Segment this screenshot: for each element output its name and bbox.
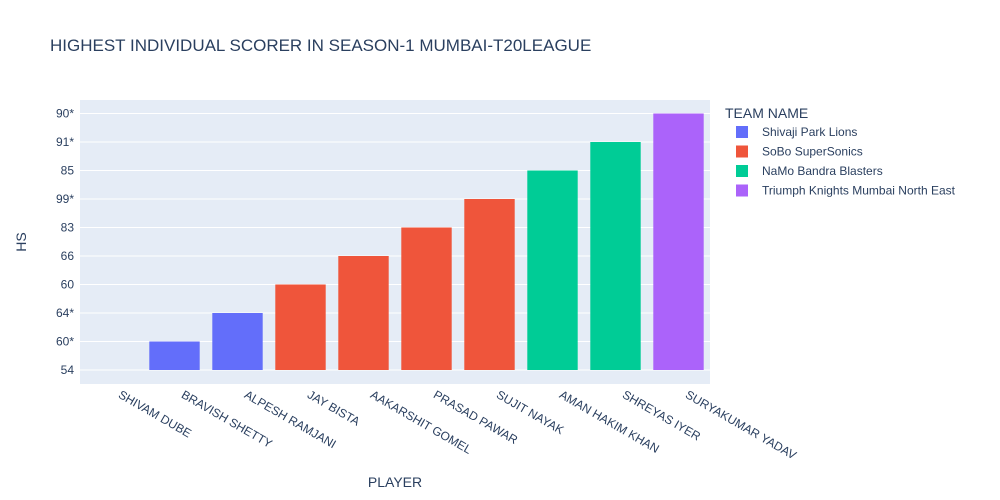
y-tick-label: 54 (61, 363, 75, 377)
y-axis-title: HS (13, 232, 29, 251)
bar (149, 341, 200, 370)
x-axis-title: PLAYER (368, 474, 422, 490)
x-tick-label: JAY BISTA (305, 387, 362, 428)
x-tick-label: SURYAKUMAR YADAV (683, 387, 799, 462)
legend: TEAM NAME Shivaji Park Lions SoBo SuperSo… (725, 105, 956, 198)
y-tick-label: 99* (56, 192, 74, 206)
y-tick-label: 66 (61, 249, 75, 263)
bar (590, 142, 641, 370)
y-tick-label: 83 (61, 221, 75, 235)
y-tick-label: 90* (56, 107, 74, 121)
legend-label: SoBo SuperSonics (762, 145, 863, 159)
legend-swatch (736, 126, 748, 138)
bar (653, 113, 704, 370)
legend-title: TEAM NAME (725, 105, 808, 121)
bar (212, 313, 263, 370)
y-axis-ticks: 54 60* 64* 60 66 83 99* 85 91* 90* (56, 107, 74, 378)
chart-title: HIGHEST INDIVIDUAL SCORER IN SEASON-1 MU… (50, 36, 591, 55)
bar (401, 227, 452, 370)
y-tick-label: 91* (56, 135, 74, 149)
bars (149, 113, 704, 370)
y-tick-label: 64* (56, 306, 74, 320)
legend-label: NaMo Bandra Blasters (762, 164, 883, 178)
y-tick-label: 60* (56, 335, 74, 349)
legend-label: Shivaji Park Lions (762, 125, 857, 139)
y-tick-label: 85 (61, 164, 75, 178)
legend-swatch (736, 165, 748, 177)
legend-swatch (736, 184, 748, 197)
legend-swatch (736, 145, 748, 158)
y-tick-label: 60 (61, 278, 75, 292)
bar (527, 170, 578, 370)
bar (275, 284, 326, 370)
x-tick-label: AAKARSHIT GOMEL (368, 387, 474, 457)
legend-label: Triumph Knights Mumbai North East (762, 184, 956, 198)
bar (338, 256, 389, 370)
bar (464, 199, 515, 370)
